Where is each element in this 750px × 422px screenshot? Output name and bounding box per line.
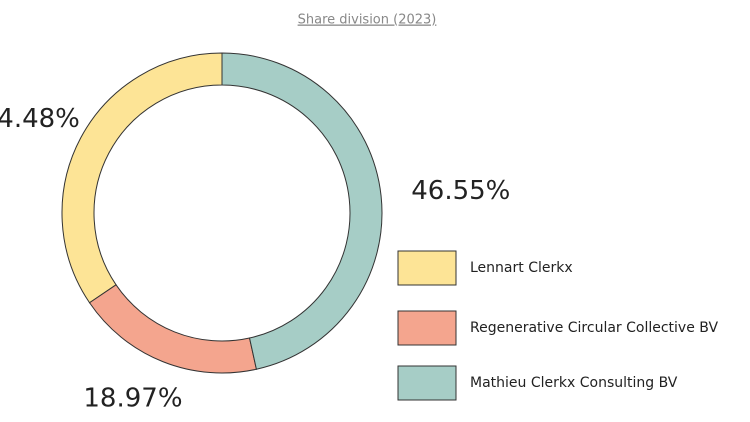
- legend-label: Mathieu Clerkx Consulting BV: [470, 375, 678, 391]
- legend-swatch: [397, 310, 457, 346]
- donut-segment: [88, 284, 258, 374]
- legend-label: Lennart Clerkx: [470, 260, 573, 276]
- chart-title: Share division (2023): [298, 13, 437, 28]
- value-label: 18.97%: [83, 383, 182, 413]
- donut-segment: [61, 52, 223, 304]
- legend-swatch: [397, 365, 457, 401]
- value-label: 34.48%: [0, 104, 80, 134]
- legend-swatch: [397, 250, 457, 286]
- value-label: 46.55%: [411, 176, 510, 206]
- donut-segment: [221, 52, 383, 370]
- legend-label: Regenerative Circular Collective BV: [470, 320, 718, 336]
